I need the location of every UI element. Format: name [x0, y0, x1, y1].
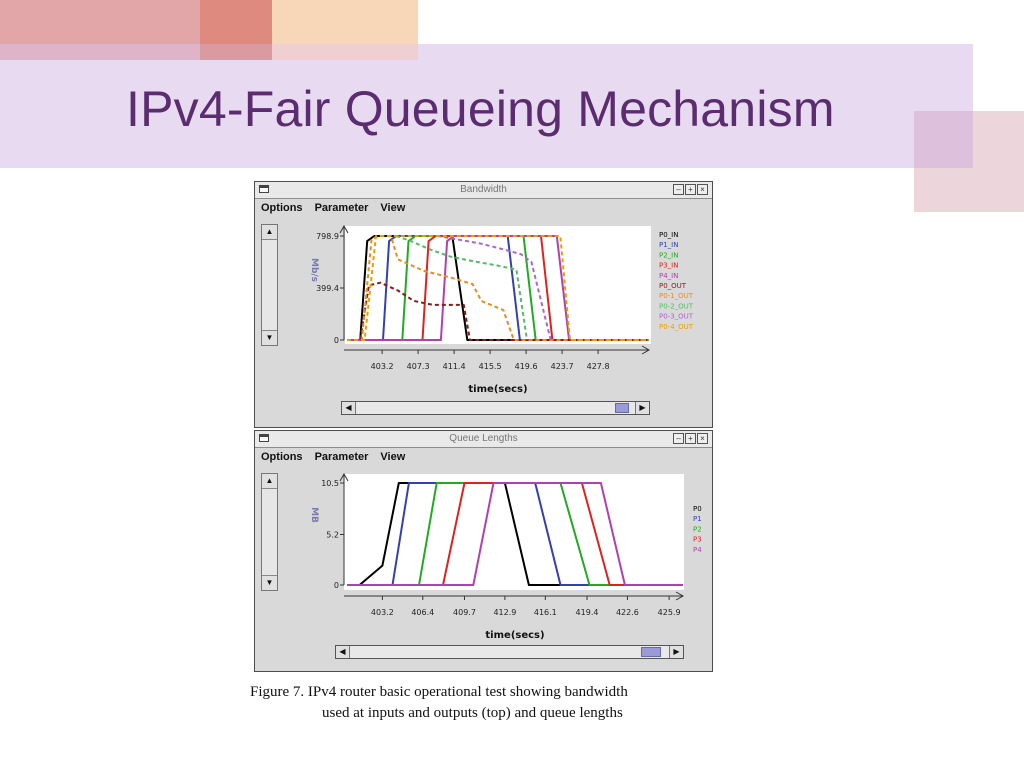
x-tick-label: 423.7 [551, 362, 574, 371]
menu-parameter[interactable]: Parameter [314, 202, 369, 214]
x-tick-label: 415.5 [479, 362, 502, 371]
menu-parameter[interactable]: Parameter [314, 451, 369, 463]
scroll-up-icon[interactable]: ▲ [262, 225, 277, 240]
bandwidth-vertical-scrollbar[interactable]: ▲ ▼ [261, 224, 278, 346]
figure-caption: Figure 7. IPv4 router basic operational … [250, 682, 720, 724]
queue-window: Queue Lengths – + × Options Parameter Vi… [254, 430, 713, 672]
legend-entry: P0-3_OUT [659, 313, 694, 321]
series-line-p0-2-out [395, 235, 528, 341]
scroll-up-icon[interactable]: ▲ [262, 474, 277, 489]
x-axis-arrow [675, 591, 685, 601]
series-line-p0-4-out [347, 235, 649, 341]
queue-menubar: Options Parameter View [255, 448, 712, 466]
menu-view[interactable]: View [380, 451, 406, 463]
queue-chart: 10.5 5.2 0 403.2 406.4 409.7 412.9 416.1 419.4 42… [309, 472, 702, 641]
caption-line-1: Figure 7. IPv4 router basic operational … [250, 684, 628, 700]
close-icon[interactable]: × [697, 433, 708, 444]
x-tick-label: 419.4 [576, 608, 599, 617]
legend-entry: P3 [693, 536, 702, 544]
bandwidth-window-title: Bandwidth [460, 184, 507, 195]
legend-entry: P1_IN [659, 241, 678, 249]
x-tick-label: 403.2 [371, 608, 394, 617]
legend-entry: P0 [693, 505, 702, 513]
legend-entry: P0-4_OUT [659, 323, 694, 331]
x-tick-label: 406.4 [411, 608, 434, 617]
minimize-icon[interactable]: – [673, 433, 684, 444]
legend-entry: P3_IN [659, 262, 678, 270]
scroll-down-icon[interactable]: ▼ [262, 575, 277, 590]
scroll-right-icon[interactable]: ▶ [669, 646, 683, 658]
legend-entry: P4_IN [659, 272, 678, 280]
legend-entry: P0-1_OUT [659, 292, 694, 300]
x-tick-label: 407.3 [407, 362, 430, 371]
slide-title: IPv4-Fair Queueing Mechanism [126, 81, 835, 137]
bandwidth-horizontal-scrollbar[interactable]: ◀ ▶ [341, 401, 650, 415]
bandwidth-chart: 798.9 399.4 0 403.2 407.3 411.4 415.5 419.6 423.… [309, 224, 694, 395]
x-tick-label: 419.6 [515, 362, 538, 371]
series-line-p4 [347, 482, 683, 586]
x-tick-label: 425.9 [658, 608, 681, 617]
legend-entry: P4 [693, 546, 702, 554]
legend-entry: P1 [693, 515, 702, 523]
queue-horizontal-scrollbar[interactable]: ◀ ▶ [335, 645, 684, 659]
deco-square-4 [0, 44, 200, 60]
y-tick-label: 798.9 [316, 232, 339, 241]
deco-square-5 [200, 44, 272, 60]
menu-view[interactable]: View [380, 202, 406, 214]
series-line-p0-3-out [437, 235, 552, 341]
scroll-thumb[interactable] [615, 403, 629, 413]
bandwidth-menubar: Options Parameter View [255, 199, 712, 217]
menu-options[interactable]: Options [261, 202, 303, 214]
scroll-down-icon[interactable]: ▼ [262, 330, 277, 345]
y-axis-label: MB [309, 507, 319, 523]
maximize-icon[interactable]: + [685, 433, 696, 444]
y-tick-label: 5.2 [326, 530, 339, 539]
y-axis-arrow [339, 472, 349, 482]
legend-entry: P2 [693, 525, 702, 533]
x-tick-label: 409.7 [453, 608, 476, 617]
menu-options[interactable]: Options [261, 451, 303, 463]
bandwidth-window: Bandwidth – + × Options Parameter View ▲… [254, 181, 713, 428]
window-menu-icon[interactable] [259, 185, 269, 193]
y-axis-label: Mb/s [309, 258, 319, 282]
x-axis-label: time(secs) [468, 384, 527, 395]
caption-line-2: used at inputs and outputs (top) and que… [322, 705, 623, 721]
y-tick-label: 0 [334, 581, 339, 590]
x-tick-label: 412.9 [493, 608, 516, 617]
scroll-left-icon[interactable]: ◀ [342, 402, 356, 414]
legend-entry: P0_OUT [659, 282, 687, 290]
title-band [0, 44, 973, 168]
queue-window-title: Queue Lengths [449, 433, 518, 444]
x-tick-label: 422.6 [616, 608, 639, 617]
legend-entry: P0_IN [659, 231, 678, 239]
queue-window-titlebar[interactable]: Queue Lengths – + × [255, 431, 712, 448]
x-tick-label: 416.1 [534, 608, 557, 617]
legend-entry: P0-2_OUT [659, 302, 694, 310]
scroll-right-icon[interactable]: ▶ [635, 402, 649, 414]
queue-vertical-scrollbar[interactable]: ▲ ▼ [261, 473, 278, 591]
deco-square-6 [272, 44, 418, 60]
x-tick-label: 403.2 [371, 362, 394, 371]
window-menu-icon[interactable] [259, 434, 269, 442]
y-tick-label: 10.5 [321, 479, 339, 488]
x-tick-label: 427.8 [587, 362, 610, 371]
scroll-thumb[interactable] [641, 647, 661, 657]
maximize-icon[interactable]: + [685, 184, 696, 195]
scroll-left-icon[interactable]: ◀ [336, 646, 350, 658]
legend-entry: P2_IN [659, 251, 678, 259]
series-line-p0-1-out [347, 235, 649, 341]
x-axis-label: time(secs) [485, 630, 544, 641]
bandwidth-window-titlebar[interactable]: Bandwidth – + × [255, 182, 712, 199]
y-axis-arrow [339, 224, 349, 234]
close-icon[interactable]: × [697, 184, 708, 195]
x-tick-label: 411.4 [443, 362, 466, 371]
deco-square-8 [914, 111, 973, 168]
minimize-icon[interactable]: – [673, 184, 684, 195]
plot-area [345, 226, 651, 344]
x-axis-arrow [641, 345, 651, 355]
y-tick-label: 0 [334, 336, 339, 345]
y-tick-label: 399.4 [316, 284, 339, 293]
